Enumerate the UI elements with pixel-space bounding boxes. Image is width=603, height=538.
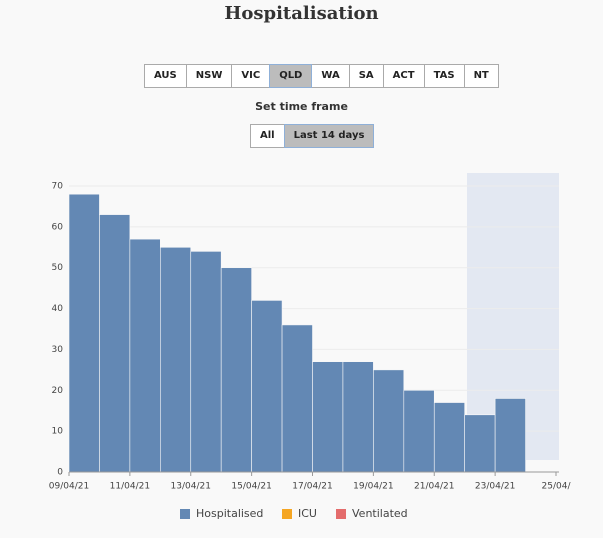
x-tick-label: 25/04/ [542, 482, 572, 492]
legend-swatch [336, 509, 346, 519]
button[interactable]: NT [463, 64, 499, 88]
legend-swatch [180, 509, 190, 519]
y-tick-label: 70 [52, 182, 64, 192]
legend-label: Ventilated [352, 507, 408, 520]
x-tick-label: 19/04/21 [353, 482, 393, 492]
y-tick-label: 40 [52, 304, 64, 314]
bar [129, 238, 161, 473]
x-tick-label: 13/04/21 [171, 482, 211, 492]
time-frame-buttons: All Last 14 days [250, 124, 375, 148]
bar [433, 402, 465, 473]
bar [251, 300, 283, 473]
x-tick-label: 15/04/21 [231, 482, 271, 492]
legend-label: ICU [298, 507, 317, 520]
bar [342, 361, 374, 473]
button[interactable]: VIC [231, 64, 271, 88]
y-tick-label: 60 [52, 222, 64, 232]
button[interactable]: All [250, 124, 285, 148]
bar [312, 361, 344, 473]
y-tick-label: 50 [52, 263, 64, 273]
bar [99, 214, 131, 473]
x-tick-label: 11/04/21 [110, 482, 150, 492]
x-tick-label: 17/04/21 [292, 482, 332, 492]
bar [160, 246, 192, 473]
title: Hospitalisation [224, 3, 379, 24]
bar [373, 369, 405, 473]
time-frame-label: Set time frame [255, 100, 348, 113]
x-tick-label: 23/04/21 [475, 482, 515, 492]
legend-swatch [282, 509, 292, 519]
x-tick-label: 09/04/21 [49, 482, 89, 492]
button[interactable]: SA [348, 64, 384, 88]
bar [494, 398, 526, 473]
y-tick-label: 20 [52, 386, 64, 396]
bar [281, 324, 313, 473]
region-buttons: AUS NSW VIC QLD WA SA ACT TAS NT [144, 64, 499, 88]
legend-label: Hospitalised [196, 507, 263, 520]
button[interactable]: ACT [382, 64, 425, 88]
bar [190, 251, 222, 473]
y-tick-label: 0 [57, 468, 63, 478]
bar [220, 267, 252, 473]
button[interactable]: QLD [269, 64, 313, 88]
button[interactable]: Last 14 days [283, 124, 375, 148]
bar [68, 193, 100, 473]
bar [464, 414, 496, 473]
y-tick-label: 30 [52, 345, 64, 355]
x-tick-label: 21/04/21 [414, 482, 454, 492]
bar [403, 389, 435, 473]
y-tick-label: 10 [52, 427, 64, 437]
